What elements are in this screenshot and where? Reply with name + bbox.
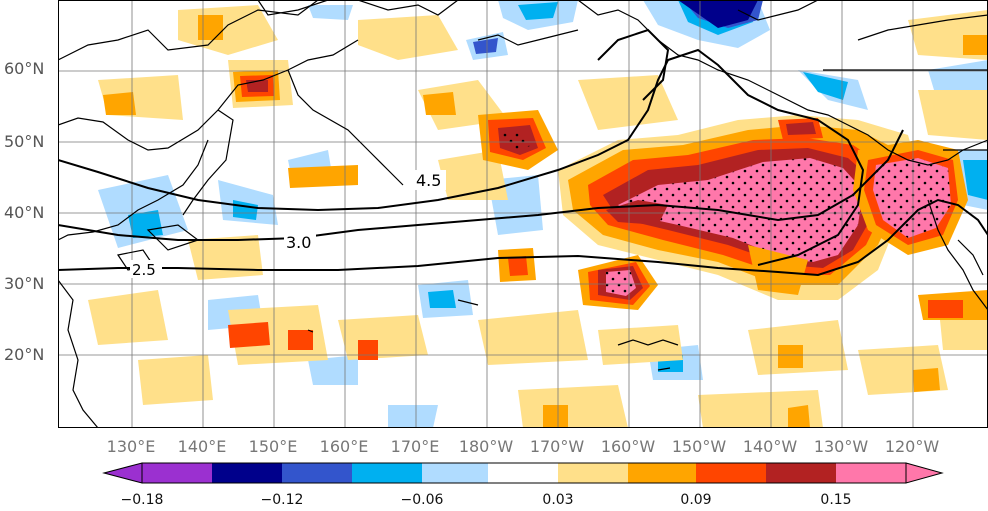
colorbar-high-arrow [905,462,944,484]
colorbar-swatch [422,463,488,483]
colorbar [102,462,944,484]
colorbar-swatch [488,463,558,483]
lon-label-120w: 120°W [884,437,940,456]
gridlines [58,0,988,428]
lon-label-130e: 130°E [106,437,156,456]
lon-label-130w: 130°W [813,437,869,456]
contour-label-group: 4.5 3.0 2.5 [130,170,446,279]
lat-label-60: 60°N [4,59,45,78]
lon-label-160e: 160°E [319,437,369,456]
colorbar-tick-label: 0.03 [542,492,574,508]
colorbar-tick-label: 0.09 [680,492,712,508]
colorbar-swatch [282,463,352,483]
colorbar-tick-label: −0.18 [120,492,164,508]
colorbar-tick-label: 0.15 [820,492,852,508]
colorbar-swatch [142,463,212,483]
lat-label-20: 20°N [4,345,45,364]
colorbar-tick-label: −0.06 [400,492,444,508]
colorbar-swatch [696,463,766,483]
colorbar-swatch [628,463,696,483]
anomaly-map: 4.5 3.0 2.5 [58,0,988,428]
lon-label-150e: 150°E [248,437,298,456]
colorbar-tick-label: −0.12 [260,492,304,508]
contour-label-30: 3.0 [286,233,311,252]
lat-label-50: 50°N [4,132,45,151]
contour-label-45: 4.5 [416,171,441,190]
map-panel: 4.5 3.0 2.5 [58,0,988,428]
lat-label-30: 30°N [4,274,45,293]
contours [58,28,988,277]
lon-label-140w: 140°W [742,437,798,456]
lon-label-170e: 170°E [390,437,440,456]
colorbar-swatch [766,463,836,483]
lon-label-180w: 180°W [458,437,514,456]
colorbar-low-arrow [102,462,143,484]
colorbar-swatch [212,463,282,483]
lon-label-150w: 150°W [671,437,727,456]
colorbar-swatch [558,463,628,483]
contour-label-25: 2.5 [132,261,156,279]
colorbar-swatch [836,463,906,483]
colorbar-outline [141,462,907,484]
lon-label-170w: 170°W [529,437,585,456]
lon-label-160w: 160°W [600,437,656,456]
lon-label-140e: 140°E [177,437,227,456]
colorbar-swatch [352,463,422,483]
coastlines [58,0,988,428]
positive-anomaly-shading [88,5,988,428]
lat-label-40: 40°N [4,203,45,222]
